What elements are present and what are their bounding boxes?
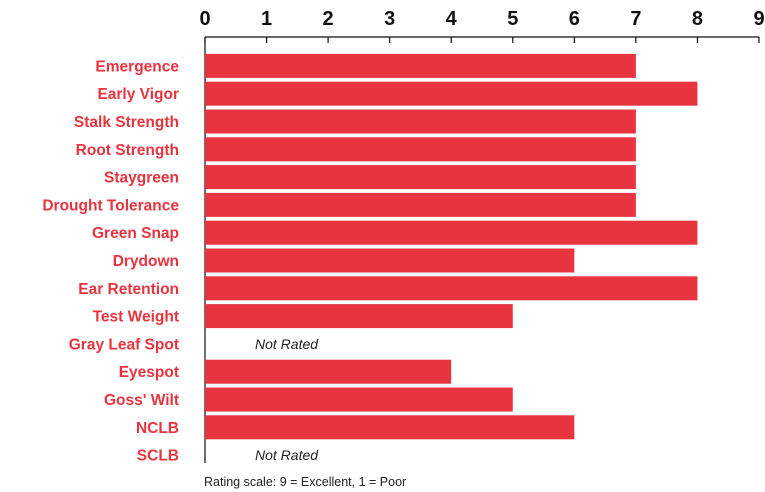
bar xyxy=(205,359,452,384)
category-label: Gray Leaf Spot xyxy=(69,336,179,353)
x-tick-label: 6 xyxy=(569,8,580,30)
category-label: Test Weight xyxy=(93,309,179,326)
x-tick-label: 8 xyxy=(692,8,703,30)
x-tick-label: 4 xyxy=(446,8,458,30)
bar xyxy=(205,276,698,301)
bar xyxy=(205,53,636,78)
bar xyxy=(205,137,636,162)
x-tick-label: 0 xyxy=(199,8,210,30)
category-label: Drydown xyxy=(113,253,179,270)
bar xyxy=(205,248,575,273)
x-tick-label: 2 xyxy=(323,8,334,30)
bars: Not Rated Not Rated xyxy=(205,53,698,463)
category-label: Eyespot xyxy=(119,364,179,381)
category-label: Stalk Strength xyxy=(74,114,179,131)
category-label: Root Strength xyxy=(76,142,179,159)
category-label: SCLB xyxy=(137,448,179,465)
bar xyxy=(205,304,513,329)
x-tick-label: 7 xyxy=(630,8,641,30)
category-label: Drought Tolerance xyxy=(42,197,179,214)
category-label: Emergence xyxy=(95,58,179,75)
rating-scale-footnote: Rating scale: 9 = Excellent, 1 = Poor xyxy=(204,475,406,489)
bar xyxy=(205,81,698,106)
category-labels: Emergence Early Vigor Stalk Strength Root S… xyxy=(42,58,179,464)
not-rated-label: Not Rated xyxy=(255,336,319,352)
category-label: Ear Retention xyxy=(78,281,179,298)
bar xyxy=(205,165,636,190)
bar xyxy=(205,415,575,440)
category-label: Goss' Wilt xyxy=(104,392,179,409)
x-tick-label: 3 xyxy=(384,8,395,30)
x-tick-label: 1 xyxy=(261,8,272,30)
category-label: Early Vigor xyxy=(97,86,179,103)
category-label: Staygreen xyxy=(104,170,179,187)
bar xyxy=(205,109,636,134)
not-rated-label: Not Rated xyxy=(255,447,319,463)
category-label: NCLB xyxy=(136,420,179,437)
bar xyxy=(205,220,698,245)
x-axis-ticks: 0 1 2 3 4 5 6 7 8 9 xyxy=(199,8,765,43)
x-tick-label: 9 xyxy=(753,8,764,30)
x-tick-label: 5 xyxy=(507,8,518,30)
category-label: Green Snap xyxy=(92,225,179,242)
bar xyxy=(205,387,513,412)
bar xyxy=(205,192,636,217)
